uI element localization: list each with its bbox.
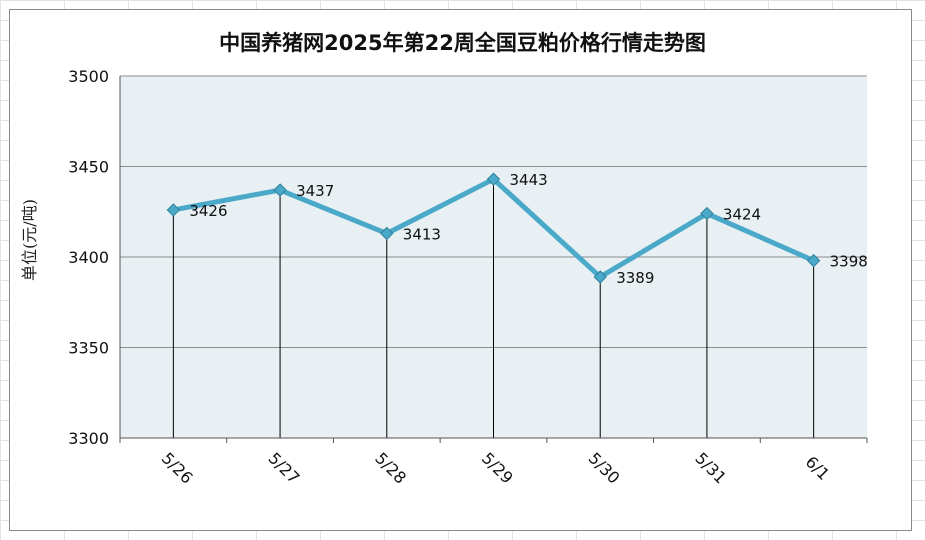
data-label: 3389 — [616, 269, 654, 287]
data-label: 3424 — [723, 206, 761, 224]
x-tick-label: 5/28 — [371, 449, 410, 488]
x-tick-label: 5/30 — [585, 449, 624, 488]
y-tick-label: 3400 — [68, 248, 109, 267]
data-labels: 3426 3437 3413 3443 3389 3424 3398 — [189, 171, 867, 287]
data-label: 3398 — [830, 253, 868, 271]
x-tick-label: 6/1 — [802, 452, 834, 484]
data-label: 3413 — [403, 225, 441, 243]
drop-lines — [172, 179, 815, 438]
y-tick-label: 3350 — [68, 339, 109, 358]
data-markers — [166, 172, 821, 284]
data-point — [166, 203, 181, 217]
data-label: 3426 — [189, 202, 227, 220]
y-tick-label: 3500 — [68, 67, 109, 86]
data-point — [380, 226, 394, 241]
data-label: 3443 — [510, 171, 548, 189]
data-point — [486, 172, 501, 186]
x-tick-label: 5/29 — [478, 449, 517, 488]
data-point — [806, 253, 821, 268]
y-tick-label: 3300 — [68, 429, 109, 448]
x-tick-label: 5/26 — [158, 449, 197, 488]
data-point — [273, 183, 287, 197]
data-label: 3437 — [296, 182, 334, 200]
data-point — [700, 206, 714, 221]
data-point — [593, 270, 607, 284]
axes — [119, 76, 868, 443]
chart-title: 中国养猪网2025年第22周全国豆粕价格行情走势图 — [219, 31, 706, 55]
y-tick-labels: 3300 3350 3400 3450 3500 — [68, 67, 109, 448]
x-tick-labels: 5/26 5/27 5/28 5/29 5/30 5/31 6/1 — [158, 449, 834, 488]
y-tick-label: 3450 — [68, 158, 109, 177]
x-tick-label: 5/27 — [265, 449, 304, 488]
x-tick-label: 5/31 — [691, 449, 730, 488]
